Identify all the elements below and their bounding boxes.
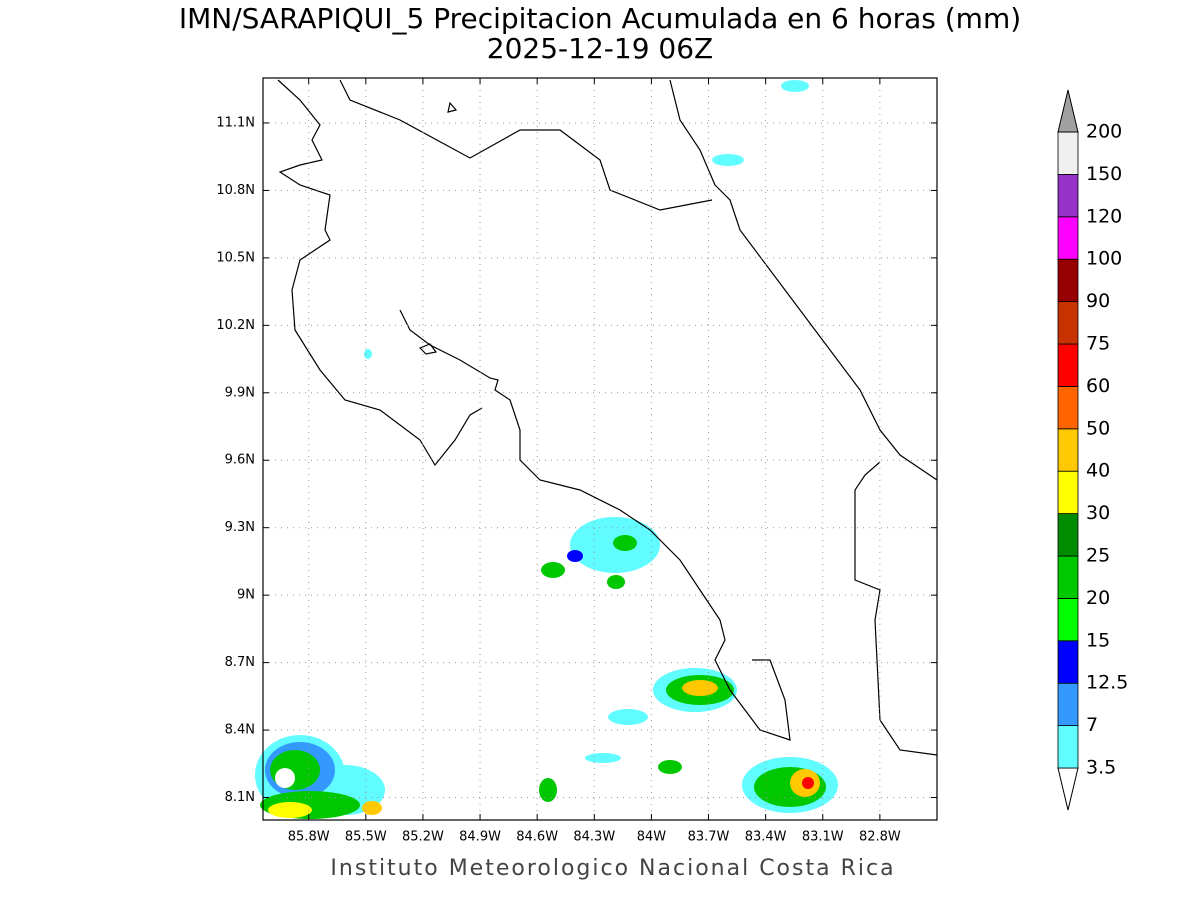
colorbar-label: 200 — [1086, 121, 1122, 143]
colorbar-label: 12.5 — [1086, 672, 1128, 694]
precip-area — [608, 709, 648, 725]
colorbar-label: 50 — [1086, 417, 1110, 439]
precipitation-field — [255, 80, 838, 819]
x-tick-label: 85.5W — [345, 830, 387, 845]
colorbar-label: 7 — [1086, 714, 1098, 736]
precip-area — [802, 777, 814, 789]
precip-area — [539, 778, 557, 802]
colorbar-segment — [1057, 428, 1079, 472]
x-tick-label: 84W — [637, 830, 667, 845]
footer: Instituto Meteorologico Nacional Costa R… — [330, 856, 895, 881]
colorbar-label: 3.5 — [1086, 757, 1116, 779]
x-tick-label: 84.9W — [459, 830, 501, 845]
precip-area — [268, 802, 312, 818]
colorbar-label: 20 — [1086, 587, 1110, 609]
y-tick-label: 11.1N — [216, 115, 255, 130]
precip-area — [541, 562, 565, 578]
colorbar-segment — [1057, 598, 1079, 642]
x-tick-label: 83.7W — [688, 830, 730, 845]
colorbar-label: 25 — [1086, 545, 1110, 567]
precip-area — [362, 801, 382, 815]
colorbar-label: 90 — [1086, 290, 1110, 312]
coast-line — [669, 79, 938, 481]
x-tick-label: 84.6W — [516, 830, 558, 845]
colorbar-label: 120 — [1086, 205, 1122, 227]
colorbar-segment — [1057, 216, 1079, 260]
title: IMN/SARAPIQUI_5 Precipitacion Acumulada … — [179, 2, 1021, 35]
colorbar-label: 60 — [1086, 375, 1110, 397]
y-tick-label: 9.3N — [225, 520, 255, 535]
x-tick-label: 85.2W — [402, 830, 444, 845]
colorbar-segment — [1057, 258, 1079, 303]
y-tick-label: 8.7N — [225, 655, 255, 670]
subtitle: 2025-12-19 06Z — [487, 32, 713, 65]
precip-area — [275, 768, 295, 788]
y-tick-label: 10.2N — [216, 318, 255, 333]
y-tick-label: 9N — [237, 588, 255, 603]
colorbar-label: 15 — [1086, 629, 1110, 651]
colorbar-label: 40 — [1086, 460, 1110, 482]
y-tick-label: 8.4N — [225, 723, 255, 738]
colorbar-segment — [1057, 173, 1079, 218]
plot-frame — [262, 77, 938, 821]
precip-area — [781, 80, 809, 92]
precip-area — [712, 154, 744, 166]
colorbar-segment — [1057, 470, 1079, 515]
border-line — [339, 79, 713, 211]
precip-area — [613, 535, 637, 551]
coast-line — [399, 309, 791, 741]
island — [418, 101, 458, 355]
colorbar-label: 30 — [1086, 502, 1110, 524]
colorbar-under — [1057, 767, 1079, 811]
colorbar-label: 100 — [1086, 248, 1122, 270]
colorbar-segment — [1057, 513, 1079, 557]
coastline — [277, 79, 938, 756]
colorbar-label: 75 — [1086, 333, 1110, 355]
border-line — [854, 461, 938, 756]
colorbar-segment — [1057, 682, 1079, 727]
y-tick-label: 8.1N — [225, 790, 255, 805]
y-tick-label: 9.9N — [225, 385, 255, 400]
colorbar-over — [1057, 89, 1079, 133]
colorbar-segment — [1057, 725, 1079, 769]
colorbar-segment — [1057, 640, 1079, 684]
precip-area — [682, 680, 718, 696]
colorbar: 3.5 7 12.5 15 20 25 30 40 50 60 75 90 100 120 150 200 — [1057, 89, 1128, 811]
x-tick-label: 84.3W — [573, 830, 615, 845]
coast-line — [277, 79, 483, 467]
colorbar-segment — [1057, 301, 1079, 345]
y-tick-label: 9.6N — [225, 453, 255, 468]
precip-area — [585, 753, 621, 763]
precip-area — [567, 550, 583, 562]
colorbar-label: 150 — [1086, 163, 1122, 185]
y-tick-label: 10.8N — [216, 183, 255, 198]
x-tick-label: 82.8W — [859, 830, 901, 845]
y-tick-label: 10.5N — [216, 250, 255, 265]
x-tick-label: 83.4W — [745, 830, 787, 845]
colorbar-segment — [1057, 385, 1079, 430]
colorbar-segment — [1057, 555, 1079, 599]
x-tick-label: 83.1W — [802, 830, 844, 845]
precip-area — [607, 575, 625, 589]
precip-area — [658, 760, 682, 774]
precip-area — [364, 349, 372, 359]
colorbar-segment — [1057, 343, 1079, 387]
plot-area — [255, 79, 938, 819]
colorbar-segment — [1057, 131, 1079, 175]
x-tick-label: 85.8W — [288, 830, 330, 845]
